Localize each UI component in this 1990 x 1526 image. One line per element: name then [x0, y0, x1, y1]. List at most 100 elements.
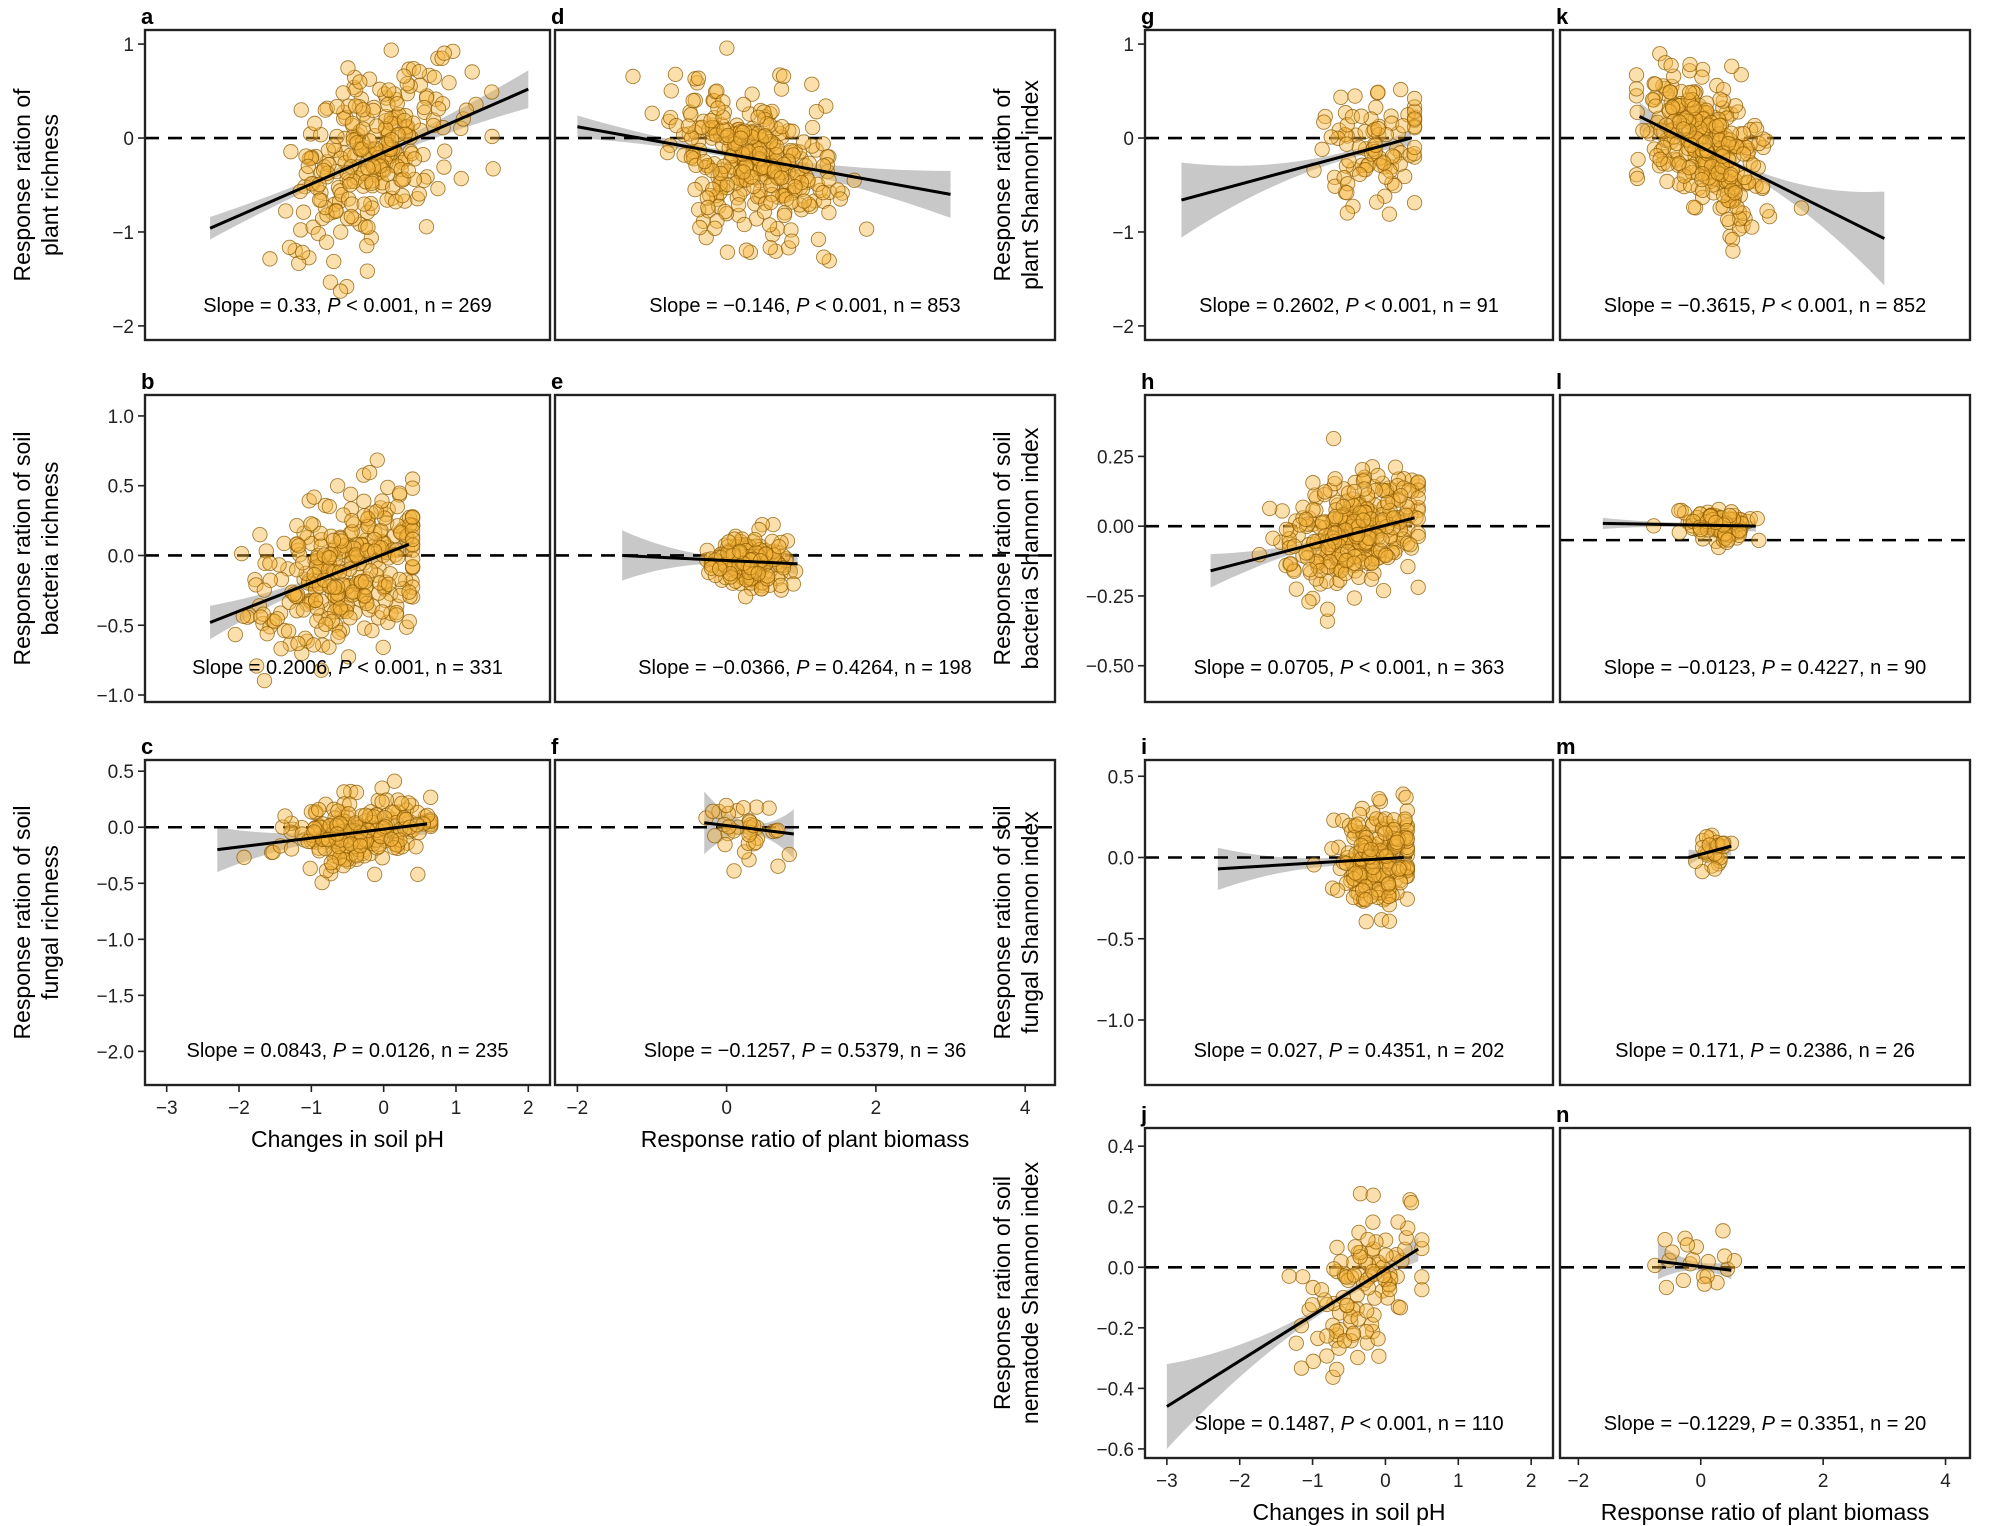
data-point-b [290, 635, 306, 652]
data-point-k [1682, 56, 1698, 73]
data-point-d [733, 130, 749, 146]
panel-k: k Slope = −0.3615, P < 0.001, n = 852 [1556, 4, 1972, 342]
data-point-d [762, 133, 779, 150]
x-tick-label-n: 0 [1695, 1471, 1706, 1492]
data-point-f [741, 852, 757, 868]
data-point-j [1350, 1349, 1366, 1366]
stat-p-h: P [1340, 657, 1354, 679]
data-point-h [1346, 590, 1363, 606]
data-point-a [343, 208, 359, 225]
data-point-j [1378, 1247, 1394, 1263]
data-point-l [1751, 532, 1767, 549]
data-point-a [311, 192, 328, 208]
y-tick-label-b: −0.5 [96, 616, 134, 637]
data-point-a [359, 204, 376, 220]
stat-prefix-n: Slope = −0.1229, [1604, 1413, 1762, 1435]
data-point-b [366, 531, 383, 548]
data-point-g [1384, 175, 1400, 191]
y-tick-label-j: −0.4 [1096, 1379, 1134, 1400]
data-point-d [662, 109, 679, 126]
data-point-g [1357, 123, 1373, 140]
data-point-g [1378, 127, 1394, 143]
x-tick-label-f: 4 [1020, 1098, 1031, 1119]
data-point-d [715, 109, 731, 125]
data-point-a [425, 112, 442, 128]
data-point-h [1382, 529, 1399, 545]
data-point-j [1326, 1261, 1342, 1277]
x-axis-title-c: Changes in soil pH [251, 1126, 444, 1152]
data-point-d [784, 233, 800, 249]
data-point-a [360, 160, 376, 176]
data-point-m [1707, 861, 1723, 877]
data-point-b [295, 602, 311, 618]
data-point-i [1371, 791, 1387, 807]
data-point-i [1324, 841, 1340, 857]
panel-i: 0.5 0.0 −0.5 −1.0 i Slope = 0.027, P = 0.4351… [989, 734, 1555, 1087]
data-point-d [716, 122, 732, 138]
stat-annotation-l: Slope = −0.0123, P = 0.4227, n = 90 [1604, 657, 1927, 679]
data-point-k [1720, 211, 1736, 228]
data-point-d [659, 144, 676, 161]
panel-frame-m [1558, 758, 1972, 1087]
data-point-g [1339, 185, 1355, 201]
data-point-c [311, 801, 327, 818]
stat-prefix-j: Slope = 0.1487, [1194, 1413, 1340, 1435]
x-tick-label-c: 0 [378, 1098, 389, 1119]
data-point-b [321, 498, 337, 515]
data-point-b [404, 471, 421, 487]
stat-annotation-j: Slope = 0.1487, P < 0.001, n = 110 [1194, 1413, 1503, 1435]
data-point-d [832, 191, 848, 207]
data-point-g [1406, 90, 1423, 107]
data-point-g [1333, 89, 1349, 105]
data-point-g [1344, 109, 1361, 125]
y-tick-label-c: 0.5 [108, 762, 134, 783]
data-point-c [419, 807, 436, 824]
stat-suffix-e: = 0.4264, n = 198 [809, 657, 971, 679]
data-point-j [1370, 1331, 1386, 1347]
data-point-n [1679, 1237, 1696, 1253]
data-point-d [707, 220, 723, 236]
y-tick-label-h: 0.00 [1097, 517, 1134, 538]
data-point-e [750, 565, 766, 582]
data-point-j [1325, 1369, 1341, 1385]
data-point-h [1317, 484, 1333, 500]
data-point-b [380, 501, 396, 518]
data-point-i [1351, 806, 1368, 823]
data-point-a [389, 96, 405, 112]
data-point-k [1676, 168, 1692, 184]
data-point-k [1671, 155, 1687, 171]
data-point-a [317, 102, 333, 118]
data-point-k [1675, 121, 1692, 137]
stat-suffix-h: < 0.001, n = 363 [1353, 657, 1504, 679]
data-point-k [1759, 203, 1775, 219]
data-point-b [404, 509, 421, 525]
data-point-h [1363, 555, 1380, 571]
data-point-d [796, 193, 812, 209]
stat-prefix-b: Slope = 0.2006, [192, 657, 338, 679]
data-point-h [1262, 500, 1278, 517]
data-point-n [1715, 1223, 1731, 1239]
data-point-c [323, 855, 339, 871]
data-point-d [763, 194, 779, 211]
data-point-c [352, 838, 368, 854]
data-point-l [1671, 524, 1687, 541]
data-point-f [717, 836, 733, 853]
stat-prefix-e: Slope = −0.0366, [638, 657, 796, 679]
data-point-l [1720, 532, 1736, 548]
data-point-a [396, 112, 413, 129]
data-point-e [751, 521, 767, 538]
data-point-a [411, 186, 427, 202]
data-point-c [394, 795, 410, 812]
data-point-h [1379, 494, 1396, 511]
data-point-a [346, 211, 362, 227]
data-point-a [333, 224, 349, 240]
data-point-b [321, 550, 337, 566]
data-point-k [1712, 91, 1728, 107]
data-point-i [1381, 913, 1397, 929]
data-point-i [1398, 789, 1414, 805]
data-point-h [1338, 552, 1354, 569]
data-point-j [1352, 1186, 1369, 1202]
data-point-b [266, 613, 283, 630]
data-point-h [1328, 502, 1344, 518]
data-point-k [1680, 92, 1696, 108]
